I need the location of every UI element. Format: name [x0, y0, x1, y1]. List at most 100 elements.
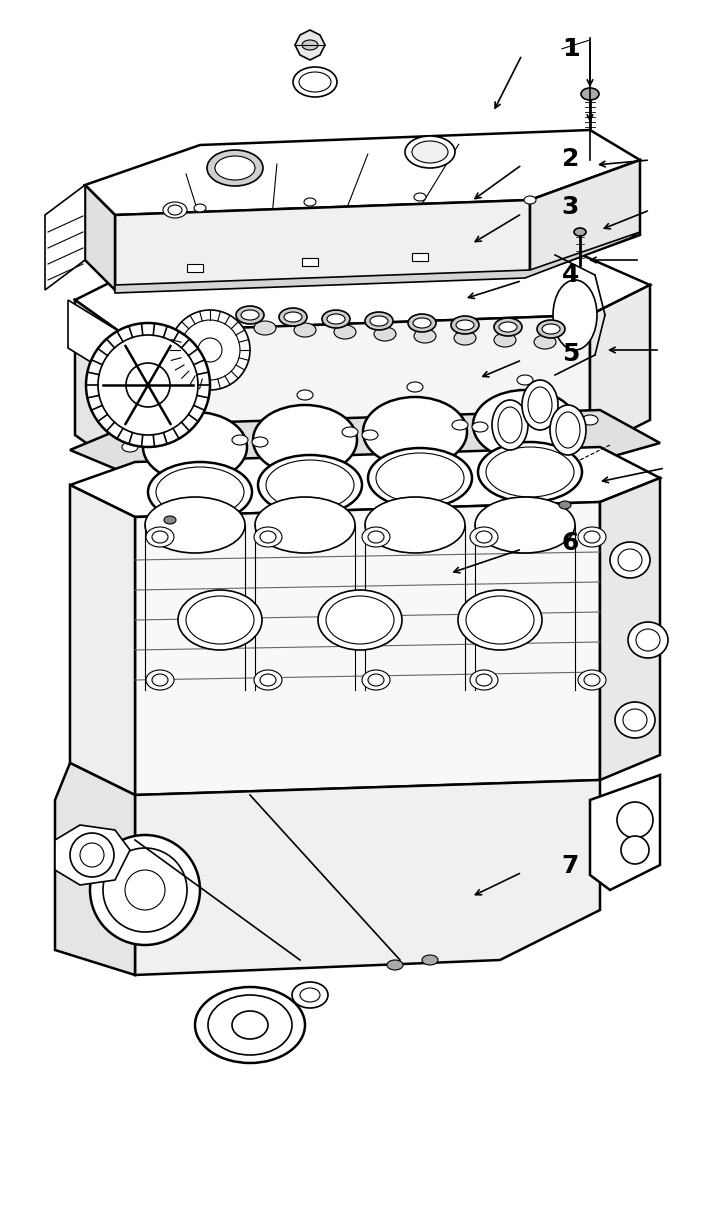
Ellipse shape [494, 318, 522, 336]
Ellipse shape [458, 590, 542, 650]
Ellipse shape [342, 427, 358, 437]
Ellipse shape [207, 150, 263, 185]
Ellipse shape [143, 412, 247, 482]
Text: 6: 6 [562, 531, 579, 555]
Ellipse shape [252, 437, 268, 447]
Ellipse shape [253, 405, 357, 475]
Ellipse shape [294, 323, 316, 337]
Ellipse shape [254, 670, 282, 691]
Polygon shape [85, 185, 115, 290]
Ellipse shape [486, 447, 574, 497]
Text: 3: 3 [562, 195, 579, 220]
Ellipse shape [208, 996, 292, 1055]
Ellipse shape [618, 549, 642, 571]
Ellipse shape [163, 203, 187, 218]
Ellipse shape [628, 622, 668, 658]
Ellipse shape [304, 198, 316, 206]
Ellipse shape [98, 336, 198, 436]
Polygon shape [295, 30, 325, 60]
Ellipse shape [478, 442, 582, 501]
Text: 1: 1 [562, 37, 579, 61]
Ellipse shape [125, 870, 165, 910]
Polygon shape [70, 447, 660, 517]
Ellipse shape [534, 336, 556, 349]
Ellipse shape [476, 531, 492, 543]
Ellipse shape [537, 320, 565, 338]
Ellipse shape [492, 400, 528, 450]
Ellipse shape [368, 673, 384, 686]
Ellipse shape [368, 531, 384, 543]
Ellipse shape [156, 467, 244, 517]
Ellipse shape [260, 531, 276, 543]
Polygon shape [45, 185, 85, 290]
Ellipse shape [168, 205, 182, 215]
Ellipse shape [466, 597, 534, 644]
Ellipse shape [326, 597, 394, 644]
Text: 5: 5 [562, 342, 579, 366]
Ellipse shape [258, 455, 362, 515]
Ellipse shape [412, 142, 448, 163]
Ellipse shape [170, 310, 250, 390]
Polygon shape [302, 257, 318, 266]
Ellipse shape [145, 497, 245, 553]
Ellipse shape [578, 670, 606, 691]
Ellipse shape [476, 673, 492, 686]
Ellipse shape [407, 382, 423, 392]
Ellipse shape [293, 67, 337, 98]
Ellipse shape [621, 836, 649, 864]
Ellipse shape [578, 527, 606, 547]
Ellipse shape [363, 396, 467, 467]
Ellipse shape [86, 323, 210, 447]
Text: 2: 2 [562, 146, 579, 171]
Ellipse shape [582, 415, 598, 425]
Ellipse shape [405, 135, 455, 168]
Text: 7: 7 [562, 854, 579, 878]
Ellipse shape [187, 396, 203, 407]
Ellipse shape [194, 204, 206, 212]
Ellipse shape [374, 327, 396, 342]
Polygon shape [600, 478, 660, 780]
Polygon shape [85, 131, 640, 215]
Polygon shape [115, 232, 640, 293]
Ellipse shape [103, 848, 187, 932]
Ellipse shape [550, 405, 586, 455]
Ellipse shape [198, 338, 222, 362]
Ellipse shape [452, 420, 468, 429]
Text: 1: 1 [562, 37, 579, 61]
Polygon shape [412, 253, 428, 261]
Ellipse shape [297, 390, 313, 400]
Ellipse shape [584, 531, 600, 543]
Ellipse shape [473, 390, 577, 460]
Ellipse shape [266, 460, 354, 510]
Ellipse shape [70, 833, 114, 877]
Ellipse shape [164, 516, 176, 525]
Polygon shape [75, 253, 650, 332]
Polygon shape [75, 300, 120, 467]
Ellipse shape [517, 375, 533, 386]
Ellipse shape [528, 387, 552, 423]
Ellipse shape [617, 802, 653, 838]
Ellipse shape [186, 597, 254, 644]
Ellipse shape [146, 670, 174, 691]
Ellipse shape [574, 228, 586, 235]
Ellipse shape [292, 982, 328, 1008]
Ellipse shape [90, 834, 200, 946]
Ellipse shape [451, 316, 479, 334]
Ellipse shape [470, 670, 498, 691]
Ellipse shape [387, 960, 403, 970]
Ellipse shape [180, 320, 240, 379]
Ellipse shape [408, 314, 436, 332]
Ellipse shape [524, 196, 536, 204]
Ellipse shape [148, 462, 252, 522]
Ellipse shape [318, 590, 402, 650]
Ellipse shape [559, 501, 571, 509]
Ellipse shape [414, 329, 436, 343]
Ellipse shape [236, 306, 264, 325]
Ellipse shape [126, 364, 170, 407]
Polygon shape [55, 825, 130, 884]
Polygon shape [68, 300, 120, 379]
Ellipse shape [636, 630, 660, 651]
Ellipse shape [195, 987, 305, 1063]
Ellipse shape [456, 320, 474, 329]
Ellipse shape [413, 318, 431, 328]
